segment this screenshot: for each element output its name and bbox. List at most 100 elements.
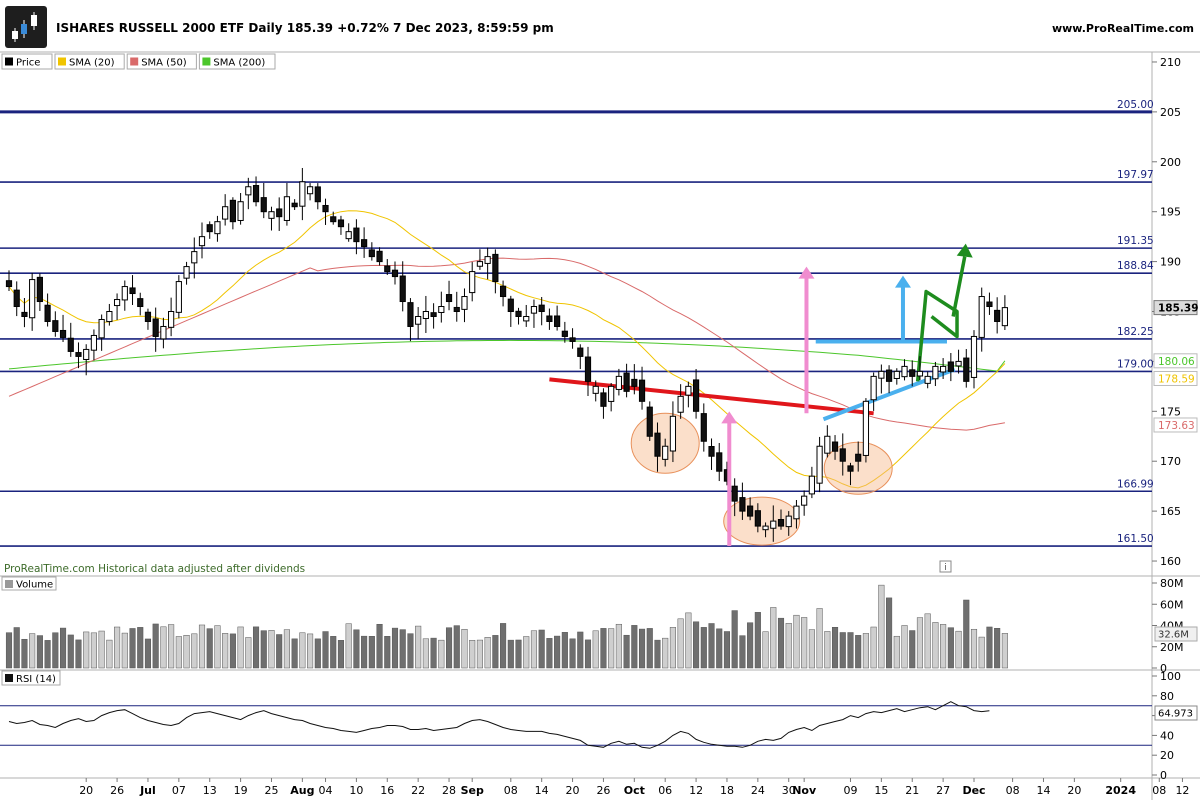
green-target-arrow-head (956, 243, 973, 258)
level-label: 182.25 (1117, 326, 1154, 338)
volume-bar (677, 618, 684, 669)
candle-body (106, 311, 113, 323)
rsi-tick-label: 20 (1160, 749, 1174, 762)
sma-value-label: 180.06 (1158, 356, 1195, 368)
candle-body (615, 375, 622, 390)
date-tick-label: Jul (139, 784, 156, 797)
candle-body (963, 357, 970, 382)
candle-body (245, 186, 252, 196)
candle-body (83, 348, 90, 360)
candle-body (584, 356, 592, 382)
rsi-path (8, 701, 990, 749)
footnote: ProRealTime.com Historical data adjusted… (4, 563, 305, 575)
candle-body (299, 181, 306, 207)
candle-body (461, 296, 468, 310)
date-tick-label: 25 (264, 784, 278, 797)
candle-body (453, 306, 460, 313)
volume-bar (291, 638, 298, 669)
sma-value-tag (1153, 353, 1198, 369)
volume-bar (399, 629, 406, 669)
volume-bar (106, 639, 113, 669)
indicator-legend[interactable]: Price SMA (20) SMA (50) SMA (200) (1, 53, 276, 70)
legend-swatch (202, 57, 211, 66)
candle-body (175, 281, 182, 313)
header-bar (0, 0, 1200, 52)
candle-body (5, 280, 13, 288)
rsi-tick-label: 80 (1160, 690, 1174, 703)
candle-body (530, 306, 538, 314)
candle-body (554, 315, 561, 327)
rsi-line (0, 701, 1152, 749)
volume-bar (731, 610, 738, 669)
volume-bar (808, 629, 815, 669)
candle-body (90, 334, 98, 351)
volume-bar (276, 634, 283, 669)
candle-body (569, 337, 576, 342)
price-tick-label: 200 (1160, 156, 1181, 169)
pink-target-arrow-head (721, 411, 738, 424)
volume-bar (129, 628, 136, 669)
volume-bar (361, 635, 368, 669)
info-icon[interactable]: i (939, 560, 952, 573)
candle-body (523, 315, 530, 322)
candle-body (422, 311, 429, 319)
sma-value-label: 173.63 (1158, 420, 1195, 432)
date-tick-label: Sep (461, 784, 484, 797)
candle-body (337, 219, 345, 228)
date-tick-label: 20 (79, 784, 93, 797)
volume-bar (330, 636, 337, 669)
volume-bar (978, 636, 985, 669)
volume-label[interactable]: Volume (1, 576, 57, 591)
volume-bar (685, 612, 692, 669)
volume-bar (693, 621, 700, 669)
level-label: 191.35 (1117, 235, 1154, 247)
candle-body (391, 269, 399, 278)
volume-bar (669, 627, 676, 669)
candle-body (855, 453, 862, 462)
rsi-label[interactable]: RSI (14) (1, 670, 61, 686)
candle-body (901, 365, 908, 378)
candle-body (677, 395, 684, 413)
candle-body (932, 365, 939, 380)
candle-body (52, 320, 59, 332)
candle-body (893, 370, 900, 379)
volume-bar (824, 631, 831, 669)
level-labels: 205.00 197.97 191.35 188.84 182.25 179.00 166.… (1117, 99, 1154, 545)
candle-body (222, 206, 229, 220)
volume-bar (5, 632, 13, 669)
date-tick-label: Oct (624, 784, 645, 797)
site-url[interactable]: www.ProRealTime.com (1052, 22, 1194, 35)
date-tick-label: 20 (1067, 784, 1081, 797)
candle-body (75, 352, 82, 357)
volume-bar (523, 636, 530, 669)
volume-bar (754, 612, 761, 669)
candle-body (291, 202, 298, 208)
volume-bars (5, 584, 1008, 669)
candle-body (577, 347, 584, 357)
legend-item (1, 53, 53, 70)
volume-bar (909, 630, 916, 669)
candle-body (252, 185, 260, 203)
candle-body (214, 221, 221, 235)
candle-body (978, 296, 985, 338)
green-target-arrow (951, 256, 967, 317)
candle-body (29, 279, 36, 319)
volume-bar (500, 623, 507, 669)
date-tick-label: 09 (843, 784, 857, 797)
legend-item (198, 53, 276, 70)
volume-bar (415, 625, 422, 669)
date-tick-label: Nov (792, 784, 817, 797)
legend-label: SMA (200) (213, 58, 265, 69)
rsi-tick-label: 100 (1160, 670, 1181, 683)
candle-body (345, 231, 352, 240)
candle-body (994, 309, 1001, 322)
candle-body (260, 197, 267, 213)
date-tick-label: 26 (596, 784, 610, 797)
svg-text:32.6M: 32.6M (1158, 630, 1189, 641)
volume-bar (592, 630, 599, 669)
last-price-label: 185.39 (1158, 303, 1199, 315)
volume-bar (654, 639, 661, 669)
volume-bar (353, 629, 360, 669)
value-tags: 185.39 180.06 178.59 173.63 (1153, 300, 1199, 433)
volume-bar (322, 631, 329, 669)
